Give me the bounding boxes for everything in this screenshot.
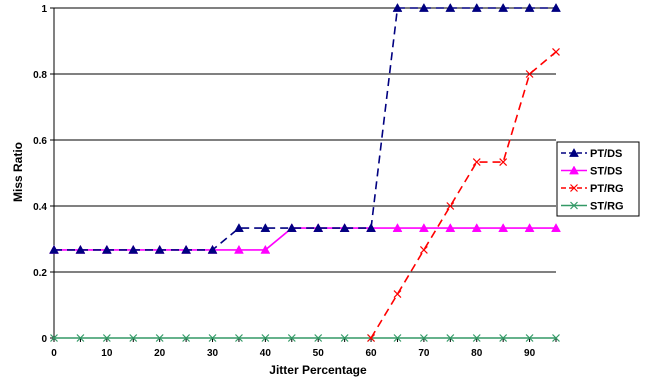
data-point (313, 223, 324, 232)
data-point (234, 244, 244, 254)
data-point (75, 244, 86, 254)
legend-item: ST/RG (561, 201, 624, 213)
x-tick-label: 10 (101, 348, 113, 359)
data-point (552, 47, 560, 56)
y-tick-label: 0.8 (33, 70, 47, 81)
data-point (499, 158, 508, 167)
data-point (260, 223, 271, 232)
x-tick-label: 20 (154, 348, 166, 359)
data-point (261, 334, 270, 342)
x-tick-label: 0 (51, 348, 57, 359)
data-point (419, 334, 428, 342)
data-point (551, 223, 561, 232)
data-point (471, 223, 482, 232)
data-point (498, 2, 509, 12)
data-point (525, 70, 534, 78)
x-tick-label: 90 (524, 348, 536, 359)
legend-label: PT/DS (590, 148, 622, 160)
series-line (370, 51, 557, 339)
x-tick-label: 70 (418, 348, 430, 359)
series-st-ds (49, 223, 561, 254)
data-point (76, 334, 85, 342)
series-line (54, 7, 556, 251)
x-tick-label: 80 (471, 348, 483, 359)
data-point (235, 334, 243, 342)
series-pt-ds (49, 2, 561, 254)
x-tick-label: 60 (365, 348, 377, 359)
data-point (525, 334, 534, 342)
legend-label: ST/RG (590, 201, 624, 213)
data-point (446, 202, 455, 210)
data-point (234, 223, 244, 232)
data-point (418, 2, 429, 12)
x-tick-label: 40 (260, 348, 272, 359)
data-point (551, 2, 561, 12)
data-point (260, 244, 271, 254)
x-tick-label: 30 (207, 348, 219, 359)
data-point (182, 334, 191, 342)
y-tick-label: 0 (41, 334, 47, 345)
data-point (154, 244, 165, 254)
legend: PT/DS ST/DS PT/RG ST/RG (556, 141, 640, 217)
data-point (445, 2, 456, 12)
gridlines (54, 7, 556, 273)
data-point (471, 2, 482, 12)
data-point (339, 223, 350, 232)
y-axis-title: Miss Ratio (11, 142, 25, 202)
data-point (418, 223, 429, 232)
data-point (207, 244, 218, 254)
legend-marker (569, 147, 579, 157)
series-pt-rg (367, 47, 560, 342)
series-lines (49, 2, 561, 342)
data-point (393, 334, 402, 342)
data-point (50, 334, 58, 342)
data-point (286, 223, 297, 232)
x-axis-title: Jitter Percentage (269, 363, 367, 377)
data-point (49, 244, 59, 254)
data-point (128, 244, 139, 254)
legend-marker (570, 201, 578, 210)
data-point (472, 334, 481, 342)
axis-ticks: 00.20.40.60.810 10 20 30 40 50 60 70 80 90 (33, 4, 557, 359)
data-point (208, 334, 217, 342)
legend-item: ST/DS (561, 165, 622, 178)
y-tick-label: 0.6 (33, 136, 47, 147)
data-point (524, 223, 535, 232)
y-tick-label: 0.4 (33, 202, 47, 213)
data-point (101, 244, 112, 254)
data-point (287, 334, 296, 342)
legend-label: ST/DS (590, 166, 622, 178)
data-point (102, 334, 111, 342)
x-tick-label: 50 (313, 348, 325, 359)
data-point (314, 334, 323, 342)
data-point (446, 334, 455, 342)
data-point (129, 334, 138, 342)
data-point (155, 334, 164, 342)
series-st-rg (50, 334, 560, 342)
data-point (393, 290, 402, 299)
data-point (366, 223, 376, 232)
data-point (552, 334, 560, 342)
data-point (499, 334, 508, 342)
legend-marker (570, 184, 578, 192)
data-point (498, 223, 509, 232)
data-point (367, 334, 375, 342)
legend-item: PT/RG (561, 183, 624, 195)
data-point (445, 223, 456, 232)
y-tick-label: 1 (41, 4, 47, 15)
data-point (524, 2, 535, 12)
data-point (392, 2, 403, 12)
data-point (340, 334, 349, 342)
y-tick-label: 0.2 (33, 268, 47, 279)
legend-label: PT/RG (590, 183, 624, 195)
data-point (392, 223, 403, 232)
legend-item: PT/DS (561, 147, 622, 160)
legend-marker (569, 165, 579, 175)
data-point (472, 158, 481, 167)
data-point (181, 244, 192, 254)
data-point (419, 245, 428, 254)
